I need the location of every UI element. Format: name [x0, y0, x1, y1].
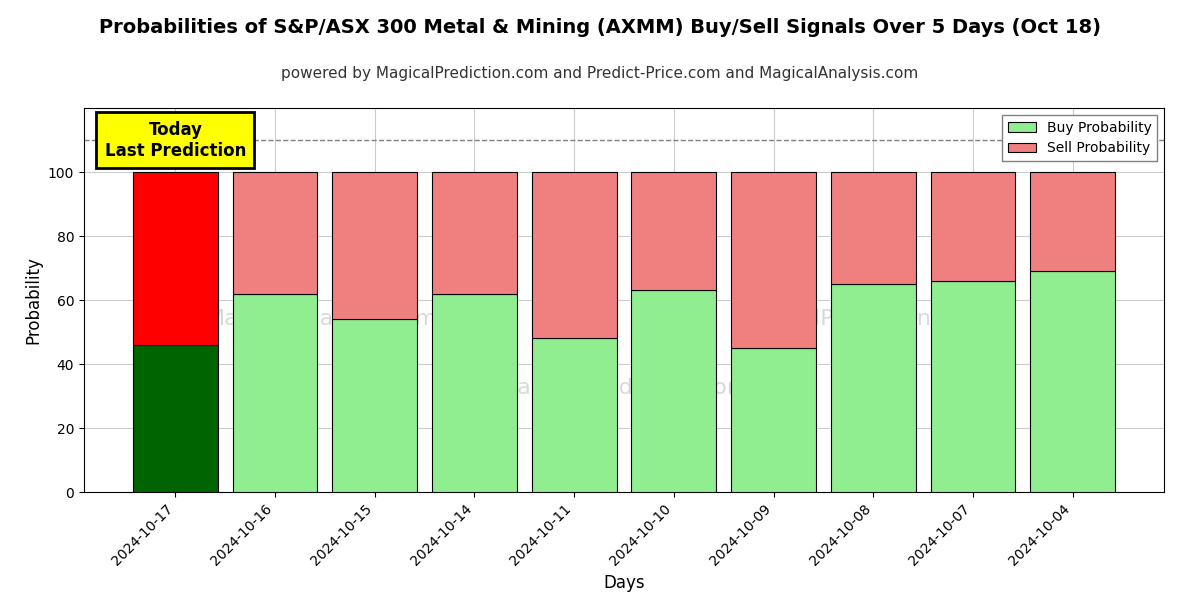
Bar	[532, 172, 617, 338]
Bar	[532, 338, 617, 492]
Bar	[133, 172, 218, 345]
Bar	[631, 290, 716, 492]
Bar	[432, 293, 517, 492]
Text: MagicalAnalysis.com: MagicalAnalysis.com	[205, 309, 438, 329]
Bar	[830, 172, 916, 284]
Bar	[233, 172, 318, 293]
Bar	[1030, 172, 1115, 271]
Text: powered by MagicalPrediction.com and Predict-Price.com and MagicalAnalysis.com: powered by MagicalPrediction.com and Pre…	[281, 66, 919, 81]
Legend: Buy Probability, Sell Probability: Buy Probability, Sell Probability	[1002, 115, 1157, 161]
Text: MagicalPrediction.com: MagicalPrediction.com	[737, 309, 986, 329]
Bar	[432, 172, 517, 293]
Bar	[930, 281, 1015, 492]
Bar	[133, 345, 218, 492]
Y-axis label: Probability: Probability	[24, 256, 42, 344]
Text: Probabilities of S&P/ASX 300 Metal & Mining (AXMM) Buy/Sell Signals Over 5 Days : Probabilities of S&P/ASX 300 Metal & Min…	[98, 18, 1102, 37]
X-axis label: Days: Days	[604, 574, 644, 592]
Bar	[830, 284, 916, 492]
Bar	[332, 319, 418, 492]
Text: MagicalPrediction.com: MagicalPrediction.com	[499, 379, 749, 398]
Bar	[731, 172, 816, 348]
Bar	[1030, 271, 1115, 492]
Bar	[631, 172, 716, 290]
Bar	[731, 348, 816, 492]
Bar	[930, 172, 1015, 281]
Bar	[233, 293, 318, 492]
Text: Today
Last Prediction: Today Last Prediction	[104, 121, 246, 160]
Bar	[332, 172, 418, 319]
